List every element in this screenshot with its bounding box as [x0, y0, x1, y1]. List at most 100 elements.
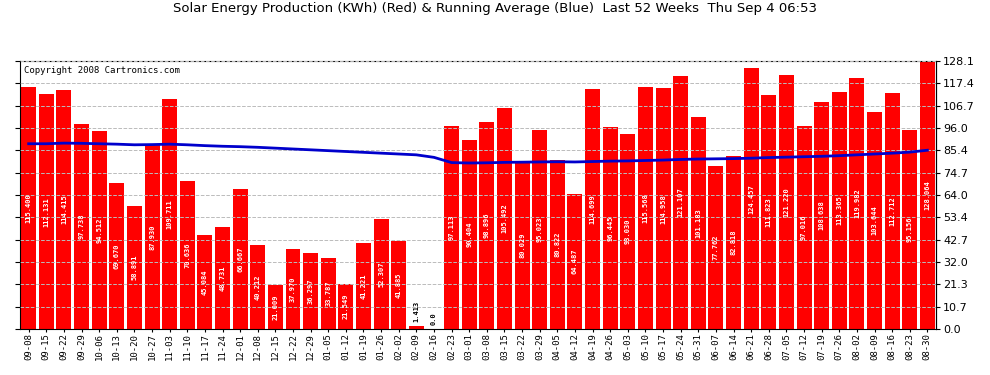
- Text: 41.221: 41.221: [360, 273, 366, 298]
- Text: 95.156: 95.156: [907, 217, 913, 242]
- Text: 41.885: 41.885: [396, 272, 402, 298]
- Bar: [603, 127, 618, 329]
- Bar: [180, 181, 195, 329]
- Bar: [197, 235, 213, 329]
- Bar: [761, 95, 776, 329]
- Bar: [691, 117, 706, 329]
- Text: 124.457: 124.457: [748, 184, 754, 214]
- Bar: [885, 93, 900, 329]
- Text: 114.699: 114.699: [590, 194, 596, 224]
- Bar: [356, 243, 371, 329]
- Bar: [726, 156, 742, 329]
- Text: 97.738: 97.738: [78, 214, 84, 239]
- Text: 52.307: 52.307: [378, 261, 384, 287]
- Bar: [779, 75, 794, 329]
- Bar: [497, 108, 512, 329]
- Text: 80.029: 80.029: [519, 232, 525, 258]
- Text: 119.982: 119.982: [854, 189, 860, 218]
- Bar: [303, 253, 318, 329]
- Bar: [127, 206, 142, 329]
- Text: 105.492: 105.492: [502, 204, 508, 234]
- Bar: [638, 87, 653, 329]
- Bar: [21, 87, 37, 329]
- Text: 114.958: 114.958: [660, 194, 666, 224]
- Bar: [233, 189, 248, 329]
- Bar: [409, 326, 424, 329]
- Bar: [145, 145, 159, 329]
- Bar: [268, 285, 283, 329]
- Bar: [285, 249, 301, 329]
- Text: 103.644: 103.644: [871, 206, 877, 236]
- Text: 121.107: 121.107: [678, 188, 684, 217]
- Text: 97.113: 97.113: [448, 214, 454, 240]
- Text: 97.016: 97.016: [801, 215, 807, 240]
- Text: 112.712: 112.712: [889, 196, 895, 226]
- Text: 95.023: 95.023: [537, 217, 543, 242]
- Text: 115.400: 115.400: [26, 194, 32, 223]
- Text: 37.970: 37.970: [290, 276, 296, 302]
- Text: 109.711: 109.711: [166, 199, 172, 229]
- Text: Copyright 2008 Cartronics.com: Copyright 2008 Cartronics.com: [25, 66, 180, 75]
- Bar: [109, 183, 125, 329]
- Text: 112.131: 112.131: [44, 197, 50, 226]
- Text: 64.487: 64.487: [572, 249, 578, 274]
- Bar: [479, 122, 494, 329]
- Bar: [373, 219, 389, 329]
- Text: 69.670: 69.670: [114, 243, 120, 269]
- Bar: [56, 90, 71, 329]
- Bar: [92, 131, 107, 329]
- Text: 101.183: 101.183: [695, 208, 701, 238]
- Text: 128.064: 128.064: [925, 180, 931, 210]
- Text: 45.084: 45.084: [202, 269, 208, 294]
- Text: 121.220: 121.220: [783, 187, 789, 217]
- Bar: [709, 166, 724, 329]
- Text: 90.404: 90.404: [466, 222, 472, 247]
- Bar: [567, 194, 582, 329]
- Bar: [515, 162, 530, 329]
- Bar: [673, 75, 688, 329]
- Text: 1.413: 1.413: [414, 301, 420, 322]
- Text: 108.638: 108.638: [819, 200, 825, 230]
- Bar: [743, 69, 758, 329]
- Text: 93.030: 93.030: [625, 219, 631, 245]
- Bar: [797, 126, 812, 329]
- Bar: [215, 227, 230, 329]
- Bar: [339, 284, 353, 329]
- Bar: [621, 134, 636, 329]
- Bar: [391, 241, 406, 329]
- Text: 33.787: 33.787: [326, 281, 332, 306]
- Text: 115.568: 115.568: [643, 193, 648, 223]
- Bar: [849, 78, 864, 329]
- Bar: [867, 112, 882, 329]
- Text: 111.823: 111.823: [766, 197, 772, 227]
- Text: 36.297: 36.297: [308, 278, 314, 304]
- Bar: [39, 94, 53, 329]
- Text: 113.365: 113.365: [837, 195, 842, 225]
- Text: 48.731: 48.731: [220, 265, 226, 291]
- Text: 66.667: 66.667: [238, 246, 244, 272]
- Bar: [655, 88, 670, 329]
- Text: 80.822: 80.822: [554, 232, 560, 257]
- Text: Solar Energy Production (KWh) (Red) & Running Average (Blue)  Last 52 Weeks  Thu: Solar Energy Production (KWh) (Red) & Ru…: [173, 2, 817, 15]
- Bar: [321, 258, 336, 329]
- Text: 77.762: 77.762: [713, 235, 719, 260]
- Text: 82.818: 82.818: [731, 230, 737, 255]
- Bar: [74, 124, 89, 329]
- Bar: [920, 61, 935, 329]
- Text: 58.891: 58.891: [132, 255, 138, 280]
- Text: 96.445: 96.445: [607, 215, 613, 241]
- Text: 0.0: 0.0: [431, 312, 437, 325]
- Bar: [814, 102, 830, 329]
- Text: 94.512: 94.512: [96, 217, 102, 243]
- Bar: [832, 92, 846, 329]
- Text: 21.549: 21.549: [343, 294, 348, 319]
- Text: 21.009: 21.009: [272, 294, 278, 320]
- Bar: [461, 140, 477, 329]
- Bar: [902, 130, 918, 329]
- Text: 40.212: 40.212: [254, 274, 260, 300]
- Bar: [250, 245, 265, 329]
- Text: 98.896: 98.896: [484, 213, 490, 238]
- Text: 87.930: 87.930: [149, 224, 155, 250]
- Bar: [549, 160, 565, 329]
- Text: 114.415: 114.415: [61, 194, 67, 224]
